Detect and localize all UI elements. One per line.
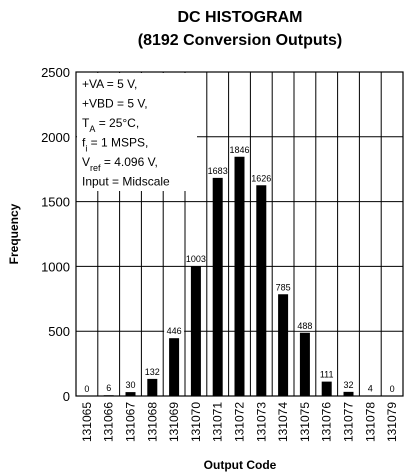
data-label: 132	[145, 367, 160, 377]
annotation: fi = 1 MSPS,	[82, 136, 148, 154]
data-label-background	[316, 366, 337, 380]
data-label-background	[164, 323, 185, 337]
x-tick-label: 131079	[385, 402, 399, 442]
x-tick-label: 131067	[124, 402, 138, 442]
annotation-text: = 4.096 V,	[101, 155, 158, 169]
annotation: +VA = 5 V,	[82, 77, 137, 91]
x-tick-label: 131066	[102, 402, 116, 442]
annotation-subscript: A	[89, 124, 95, 134]
data-label-background	[76, 381, 97, 394]
y-axis-label: Frequency	[7, 203, 21, 264]
data-label: 4	[368, 383, 373, 393]
annotation-text: +VBD = 5 V,	[82, 97, 148, 111]
data-label: 446	[167, 326, 182, 336]
x-tick-label: 131065	[80, 402, 94, 442]
data-label: 30	[125, 380, 135, 390]
bar	[256, 185, 267, 396]
data-label: 1003	[186, 254, 206, 264]
chart-subtitle: (8192 Conversion Outputs)	[138, 32, 342, 49]
data-label-background	[251, 170, 272, 184]
y-tick-label: 1500	[41, 195, 70, 210]
annotation: TA = 25°C,	[82, 116, 139, 134]
data-label: 0	[84, 384, 89, 394]
x-tick-label: 131071	[211, 402, 225, 442]
data-label: 32	[343, 380, 353, 390]
data-label-background	[185, 251, 206, 265]
bar	[212, 177, 223, 396]
y-tick-label: 2000	[41, 130, 70, 145]
bar	[234, 156, 245, 396]
x-tick-label: 131078	[363, 402, 377, 442]
y-tick-label: 0	[63, 389, 70, 404]
annotation-text: = 25°C,	[95, 116, 139, 130]
annotation-text: V	[82, 155, 90, 169]
x-tick-label: 131074	[276, 402, 290, 442]
data-label: 1683	[208, 166, 228, 176]
annotation-subscript: i	[85, 144, 87, 154]
annotation: Input = Midscale	[82, 175, 170, 189]
bar	[278, 294, 289, 396]
data-label: 111	[320, 370, 334, 380]
y-tick-label: 2500	[41, 65, 70, 80]
x-tick-label: 131070	[189, 402, 203, 442]
data-label-background	[360, 380, 381, 394]
bar	[321, 381, 332, 396]
data-label-background	[98, 380, 119, 394]
annotation-text: Input = Midscale	[82, 175, 170, 189]
bar	[343, 391, 354, 396]
data-label-background	[120, 377, 141, 391]
data-label: 785	[276, 282, 291, 292]
x-tick-label: 131077	[342, 402, 356, 442]
annotation-text: = 1 MSPS,	[87, 136, 148, 150]
bar	[190, 266, 201, 396]
x-tick-label: 131073	[254, 402, 268, 442]
data-label-background	[382, 381, 403, 394]
annotation-text: T	[82, 116, 90, 130]
data-label-background	[207, 162, 228, 176]
bar	[299, 332, 310, 396]
data-label-background	[229, 141, 250, 155]
x-axis-label: Output Code	[204, 458, 277, 472]
chart-title: DC HISTOGRAM	[177, 9, 302, 26]
x-tick-label: 131075	[298, 402, 312, 442]
y-tick-label: 1000	[41, 259, 70, 274]
x-tick-label: 131069	[167, 402, 181, 442]
x-tick-label: 131068	[145, 402, 159, 442]
bar	[169, 338, 180, 396]
data-label-background	[294, 317, 315, 331]
data-label: 1846	[229, 145, 249, 155]
annotation-text: +VA = 5 V,	[82, 77, 137, 91]
x-tick-label: 131076	[320, 402, 334, 442]
bar	[147, 378, 158, 396]
data-label-background	[338, 376, 359, 390]
x-tick-label: 131072	[233, 402, 247, 442]
annotation: Vref = 4.096 V,	[82, 155, 158, 173]
plot-frame	[75, 71, 404, 397]
data-label-background	[273, 279, 294, 293]
annotation-background	[77, 73, 197, 191]
annotation-subscript: ref	[90, 163, 101, 173]
bar	[125, 392, 136, 396]
y-tick-label: 500	[48, 324, 70, 339]
annotation-text: f	[82, 136, 86, 150]
data-label: 0	[390, 384, 395, 394]
annotation: +VBD = 5 V,	[82, 97, 148, 111]
data-label: 488	[297, 321, 312, 331]
data-label: 1626	[251, 173, 271, 183]
data-label-background	[142, 363, 163, 377]
data-label: 6	[106, 383, 111, 393]
